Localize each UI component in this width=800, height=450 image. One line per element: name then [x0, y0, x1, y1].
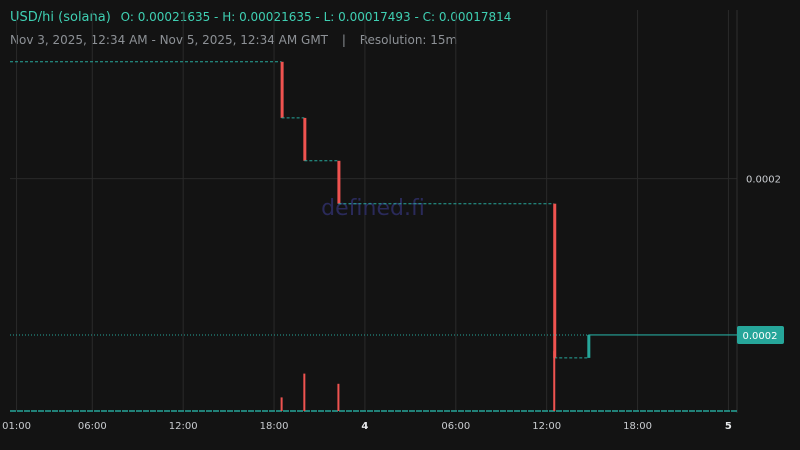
- price-candle: [280, 61, 284, 118]
- chart-axes: 01:00 06:00 12:00 18:00 4 06:00 12:00 18:00 5 0.0…: [2, 175, 784, 432]
- chart-header-range: Nov 3, 2025, 12:34 AM - Nov 5, 2025, 12:…: [10, 33, 457, 47]
- resolution-label: Resolution: 15m: [359, 33, 458, 47]
- last-price-tag: [737, 325, 784, 344]
- x-tick-label: 01:00: [2, 421, 31, 432]
- price-candle: [553, 203, 557, 358]
- price-candle: [337, 160, 341, 204]
- price-candle: [587, 334, 591, 358]
- header-separator: |: [341, 33, 346, 47]
- x-tick-label: 12:00: [532, 421, 561, 432]
- ohlc-values: O: 0.00021635 - H: 0.00021635 - L: 0.000…: [120, 10, 512, 24]
- watermark: defined.fi: [321, 196, 425, 221]
- x-tick-label: 06:00: [78, 421, 107, 432]
- volume-bar: [553, 351, 556, 411]
- x-tick-label: 18:00: [623, 421, 652, 432]
- chart-header-ohlc: USD/hi (solana) O: 0.00021635 - H: 0.000…: [10, 10, 511, 25]
- volume-bar: [303, 373, 306, 411]
- x-tick-label: 06:00: [441, 421, 470, 432]
- x-tick-label: 5: [725, 421, 732, 432]
- y-tick-label: 0.0002: [746, 175, 781, 186]
- volume-series: [10, 351, 737, 412]
- volume-bar: [337, 383, 340, 411]
- price-candle: [303, 117, 307, 161]
- volume-bar: [280, 397, 283, 411]
- date-range: Nov 3, 2025, 12:34 AM - Nov 5, 2025, 12:…: [10, 33, 329, 47]
- price-series: [10, 61, 737, 359]
- last-price-label: 0.0002: [743, 331, 778, 342]
- x-tick-label: 4: [361, 421, 368, 432]
- x-tick-label: 18:00: [260, 421, 289, 432]
- pair-name: USD/hi (solana): [10, 10, 111, 25]
- x-tick-label: 12:00: [169, 421, 198, 432]
- chart-grid: [10, 10, 738, 413]
